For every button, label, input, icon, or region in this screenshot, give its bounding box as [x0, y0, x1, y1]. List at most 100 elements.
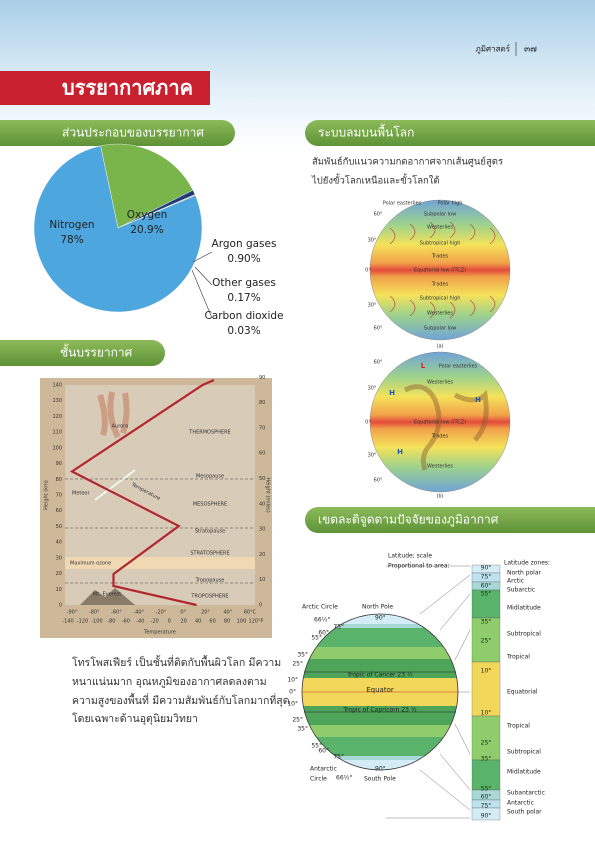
globe-degree: 75°: [333, 624, 344, 631]
degree-label: 60°: [374, 326, 383, 332]
globe-label: Tropic of Capricorn 23 ½: [342, 707, 417, 714]
pressure-label: H: [389, 389, 395, 397]
ozone-band: [65, 557, 255, 569]
y-tick-label: 70: [259, 425, 265, 431]
bar-degree: 90°: [481, 813, 492, 820]
layer-label: MESOSPHERE: [193, 502, 227, 508]
degree-label: 60°: [374, 212, 383, 218]
bar-degree: 75°: [481, 574, 492, 581]
pie-label: Carbon dioxide: [204, 310, 283, 322]
bar-degree: 35°: [481, 756, 492, 763]
globe-label: Tropic of Cancer 23 ½: [346, 672, 413, 679]
globe-label: Arctic Circle: [302, 604, 338, 611]
zones-title: Latitude zones:: [504, 560, 550, 567]
y-tick-label: 60: [259, 451, 265, 457]
zone-label: Tropical: [506, 654, 530, 661]
x-tick-label: -120: [77, 619, 88, 625]
zone-label: Arctic: [507, 578, 524, 585]
zone-band: [471, 661, 501, 717]
globe-label: Subtropical high: [420, 241, 461, 247]
y-tick-label: 100: [52, 445, 62, 451]
bar-degree: 60°: [481, 794, 492, 801]
layer-boundaries: [65, 478, 255, 584]
x-tick-label: -20: [151, 619, 159, 625]
y-tick-label: 0: [259, 603, 262, 609]
y-tick-label: 30: [259, 527, 265, 533]
x-tick-label: 80: [224, 619, 230, 625]
globe-degree: 25°: [292, 717, 303, 724]
pie-label: Argon gases: [212, 238, 277, 250]
section-pill: [0, 340, 165, 366]
bar-degree: 10°: [481, 668, 492, 675]
y-tick-label: 40: [56, 540, 62, 546]
bar-degree: 75°: [481, 803, 492, 810]
annotation: Aurora: [112, 424, 129, 430]
globe-degree: 60°: [318, 630, 329, 637]
zone-label: Tropical: [506, 723, 530, 730]
pie-value-label: 78%: [60, 234, 83, 246]
zone-label: Equatorial: [507, 689, 538, 696]
pie-slice: [33, 145, 203, 313]
scale-title: Proportional to area:: [388, 563, 450, 570]
layer-label: Stratopause: [195, 529, 225, 535]
globe-label: Equator: [366, 686, 394, 694]
degree-label: 60°: [374, 478, 383, 484]
globe-label: Circle: [310, 776, 327, 783]
wind-arrows: [389, 221, 496, 319]
x-tick-label: 20: [181, 619, 187, 625]
degree-label: 0°: [365, 268, 371, 274]
x-tick-label: -80: [107, 619, 115, 625]
y-tick-label: 10: [56, 587, 62, 593]
page-number: ๓๗: [524, 45, 537, 55]
pressure-label: L: [421, 362, 426, 370]
axis-title: Height (miles): [265, 477, 271, 512]
paragraph-line: หนาแน่นมาก อุณหภูมิของอากาศลดลงตาม: [72, 676, 267, 688]
x-tick-label: -40°: [133, 610, 144, 616]
projection-lines: [386, 565, 471, 819]
meteor-streak: [94, 469, 136, 501]
globe-label: Westerlies: [427, 380, 453, 386]
y-tick-label: 120: [52, 414, 62, 420]
y-tick-label: 70: [56, 493, 62, 499]
zone-label: North polar: [507, 570, 542, 577]
globe-degree: 75°: [333, 754, 344, 761]
latitude-bar: 90°75°60°55°35°25°10°10°25°35°55°60°75°9…: [287, 565, 545, 821]
section-heading: ชั้นบรรยากาศ: [60, 344, 133, 360]
x-tick-label: 20°: [201, 610, 210, 616]
section-pill: [305, 507, 595, 533]
y-tick-label: 130: [52, 398, 62, 404]
globe-degree: 60°: [318, 748, 329, 755]
caption-line: สัมพันธ์กับแนวความกดอากาศจากเส้นศูนย์สูต…: [312, 156, 503, 168]
zone-band: [471, 807, 501, 821]
scale-title: Latitude; scale: [388, 553, 432, 560]
layer-label: Tropopause: [195, 578, 225, 584]
globe-label: Westerlies: [427, 311, 453, 317]
zone-label: Antarctic: [507, 800, 534, 807]
globe-degree: 10°: [287, 701, 298, 708]
latitude-globe: [302, 614, 458, 770]
globe-label: Subpolar low: [424, 212, 456, 218]
layer-label: Mesopause: [196, 474, 224, 480]
layer-label: THERMOSPHERE: [188, 430, 230, 436]
y-tick-label: 20: [56, 571, 62, 577]
zone-band: [471, 589, 501, 619]
section-heading: ส่วนประกอบของบรรยากาศ: [62, 126, 204, 140]
degree-label: 30°: [368, 303, 377, 309]
axis-title: Height (km): [44, 480, 50, 510]
paragraph-line: ความสูงของพื้นที่ มีความสัมพันธ์กับโลกมา…: [72, 693, 290, 707]
x-tick-label: -140: [62, 619, 73, 625]
globe-degree: 55°: [311, 743, 322, 750]
globe-degree: 0°: [289, 689, 296, 696]
annotation: Maximum ozone: [70, 561, 111, 567]
y-tick-label: 90: [259, 375, 265, 381]
figure-caption: (a): [437, 344, 444, 350]
x-tick-label: 100: [237, 619, 247, 625]
layer-label: TROPOSPHERE: [190, 594, 228, 600]
paragraph-line: โทรโพสเฟียร์ เป็นชั้นที่ติดกับพื้นผิวโลก…: [72, 655, 281, 669]
mountain: [80, 588, 135, 605]
zone-label: Midlatitude: [507, 769, 541, 776]
y-tick-label: 140: [52, 383, 62, 389]
